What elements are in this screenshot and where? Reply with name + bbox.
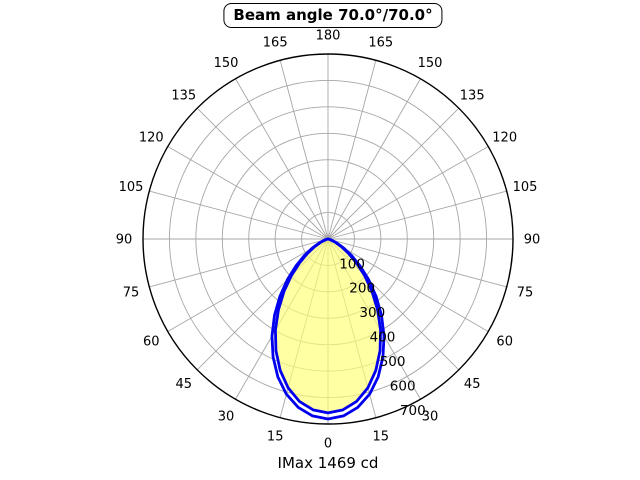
- angle-tick-label: 150: [214, 56, 239, 71]
- grid-radial-line: [327, 190, 507, 240]
- angle-tick-label: 15: [267, 430, 284, 445]
- grid-radial-line: [149, 238, 329, 288]
- radial-tick-label: 700: [400, 403, 426, 419]
- grid-radial-line: [327, 60, 377, 240]
- angle-tick-label: 30: [422, 409, 439, 424]
- radial-tick-label: 500: [380, 354, 406, 370]
- angle-tick-label: 120: [492, 131, 517, 146]
- angle-tick-label: 165: [263, 36, 288, 51]
- imax-label: IMax 1469 cd: [277, 454, 379, 472]
- radial-tick-label: 200: [349, 281, 375, 297]
- radial-tick-label: 300: [359, 305, 385, 321]
- chart-title: Beam angle 70.0°/70.0°: [223, 3, 443, 28]
- angle-tick-label: 75: [123, 285, 140, 300]
- grid-radial-line: [327, 107, 460, 240]
- angle-tick-label: 45: [464, 377, 481, 392]
- angle-tick-label: 135: [460, 88, 485, 103]
- grid-radial-line: [167, 146, 329, 240]
- grid-radial-line: [327, 238, 489, 332]
- angle-tick-label: 135: [171, 88, 196, 103]
- angle-tick-label: 60: [496, 335, 513, 350]
- radial-tick-label: 600: [390, 378, 416, 394]
- grid-radial-line: [327, 238, 507, 288]
- grid-radial-line: [235, 78, 329, 240]
- grid-radial-line: [149, 190, 329, 240]
- grid-radial-line: [196, 107, 329, 240]
- angle-tick-label: 60: [143, 335, 160, 350]
- radial-tick-label: 400: [370, 330, 396, 346]
- grid-radial-line: [167, 238, 329, 332]
- grid-radial-line: [279, 60, 329, 240]
- grid-radial-line: [327, 146, 489, 240]
- angle-tick-label: 90: [524, 233, 541, 248]
- angle-tick-label: 75: [517, 285, 534, 300]
- angle-tick-label: 180: [316, 29, 341, 44]
- angle-tick-label: 165: [368, 36, 393, 51]
- grid-radial-line: [327, 78, 421, 240]
- angle-tick-label: 30: [218, 409, 235, 424]
- outer-circle: [142, 53, 514, 425]
- angle-tick-label: 45: [176, 377, 193, 392]
- beam-curve-outer: [270, 237, 386, 421]
- angle-tick-label: 0: [324, 437, 332, 452]
- angle-tick-label: 105: [119, 180, 144, 195]
- angle-tick-label: 90: [116, 233, 133, 248]
- angle-tick-label: 105: [513, 180, 538, 195]
- angle-tick-label: 15: [373, 430, 390, 445]
- radial-tick-label: 100: [339, 256, 365, 272]
- angle-tick-label: 120: [139, 131, 164, 146]
- angle-tick-label: 150: [418, 56, 443, 71]
